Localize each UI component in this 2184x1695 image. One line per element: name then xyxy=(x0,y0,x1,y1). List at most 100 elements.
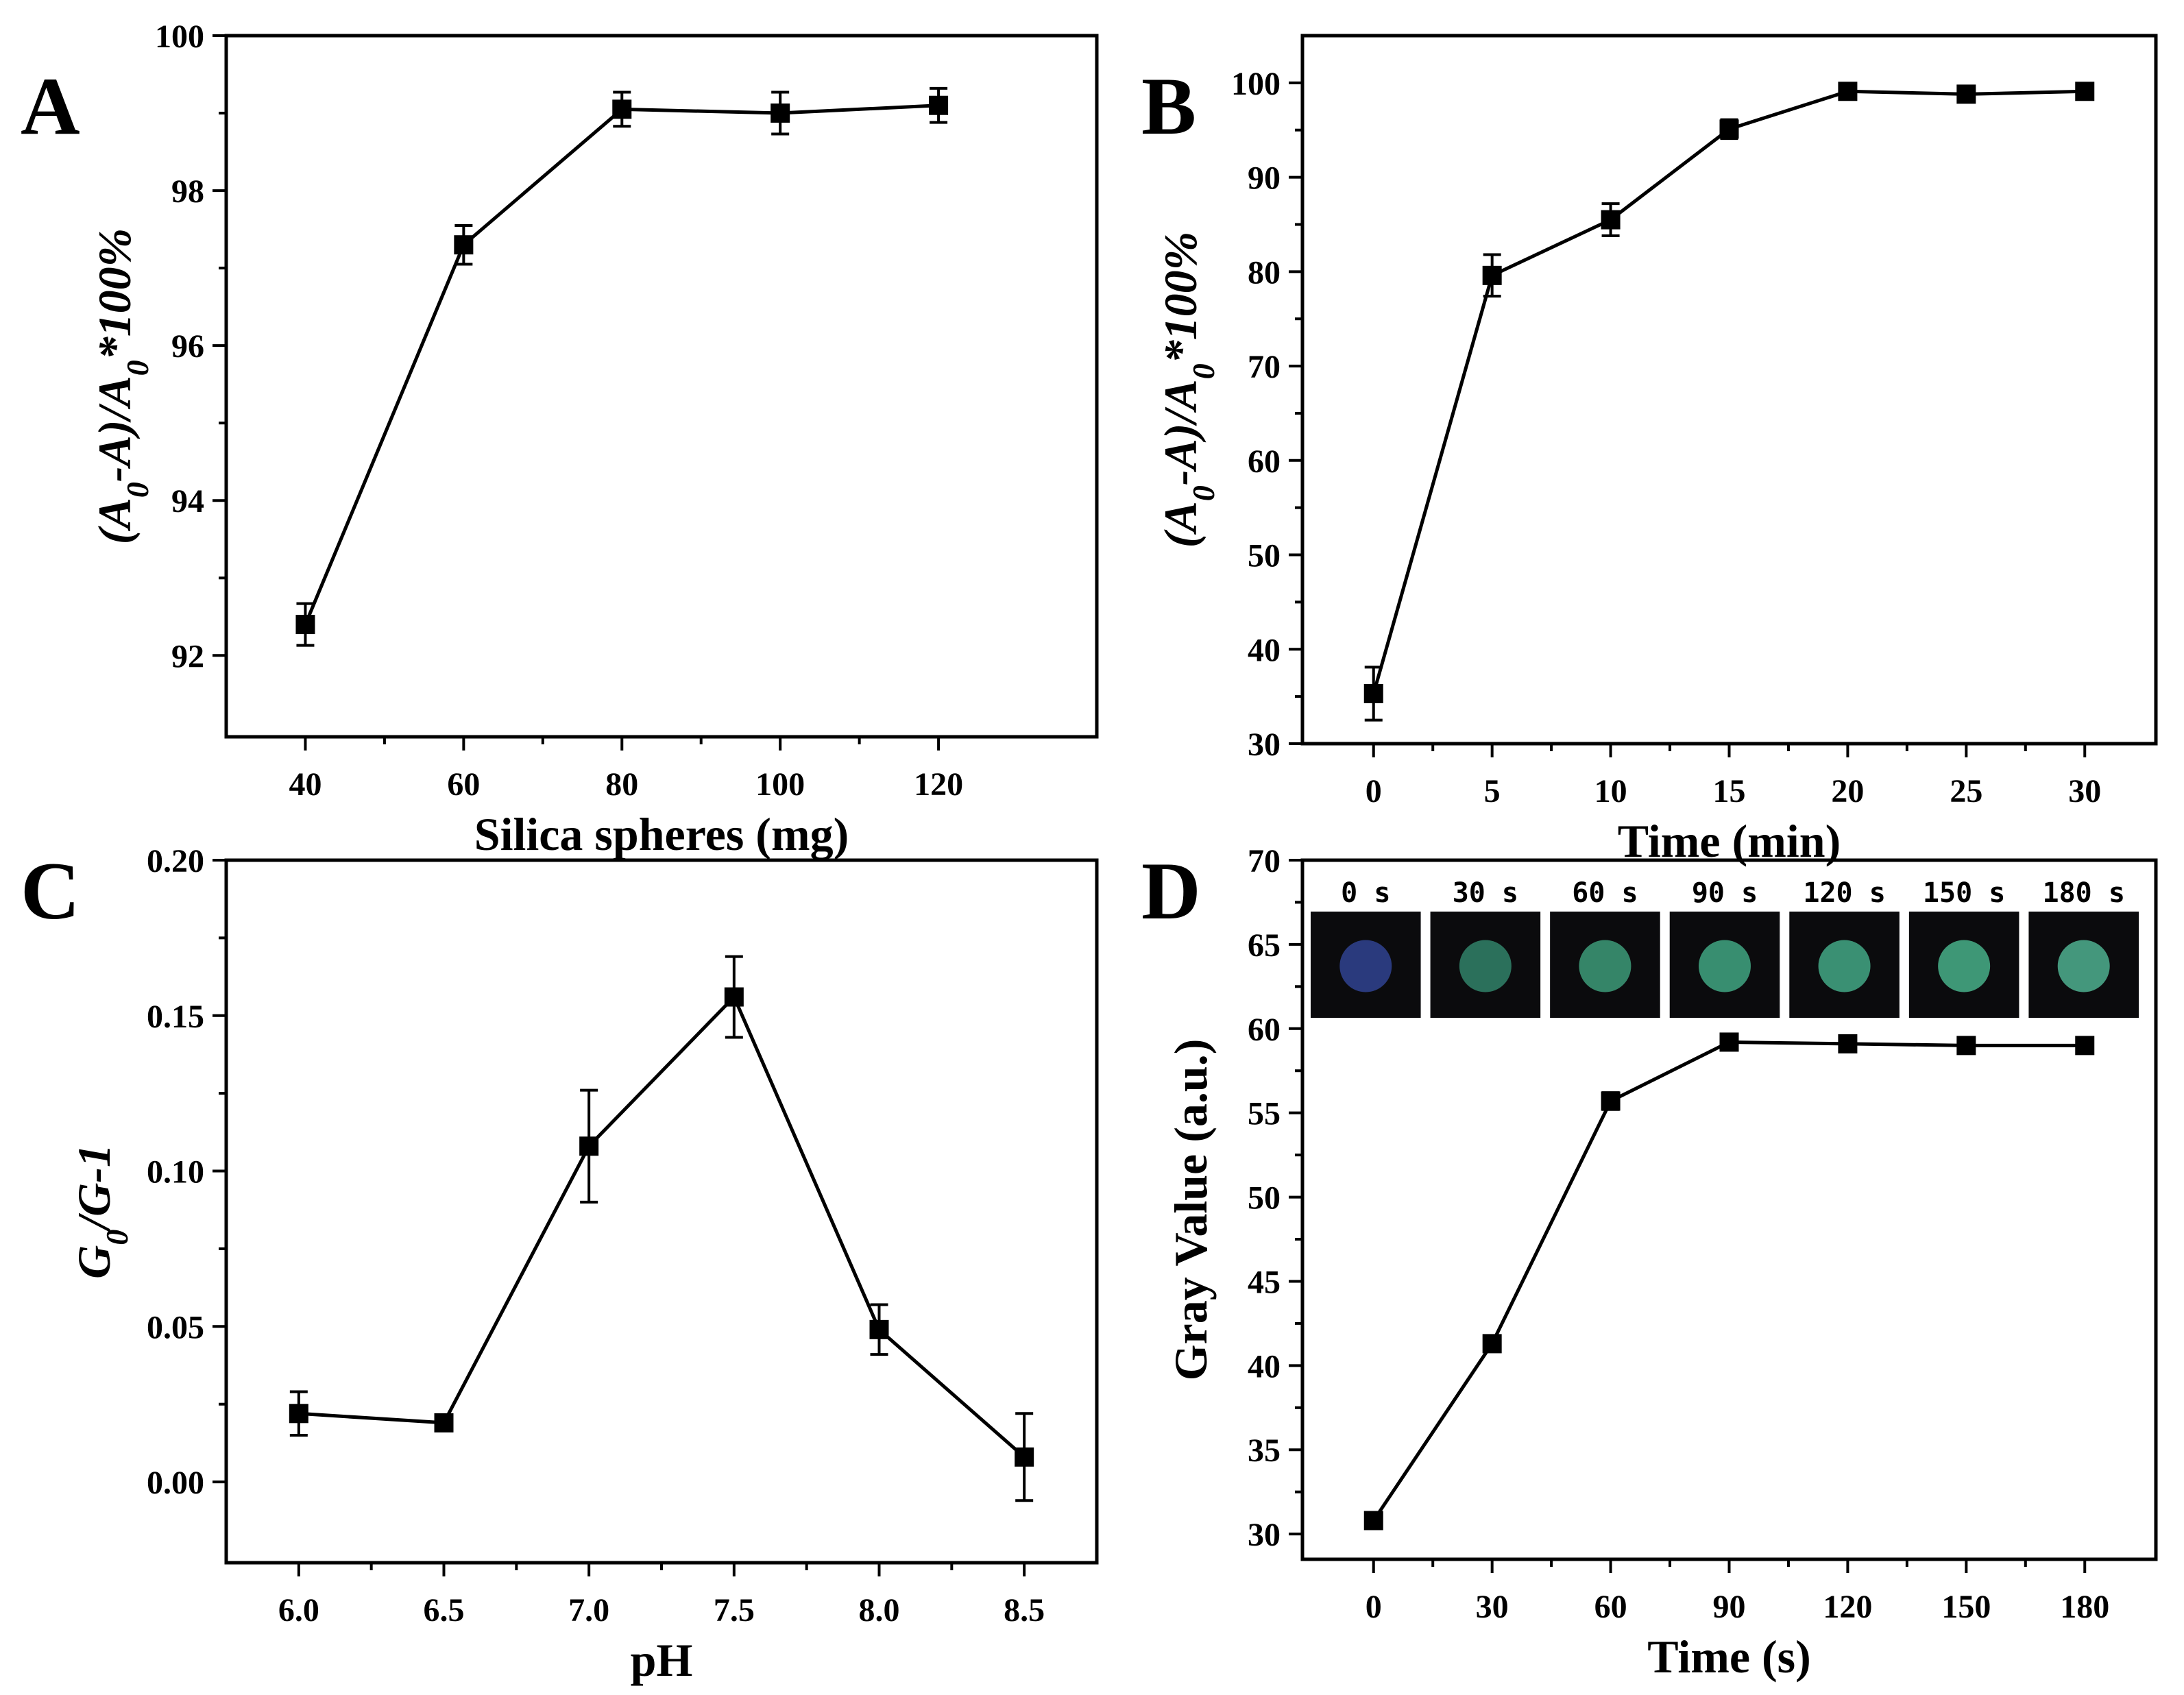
x-tick-label: 40 xyxy=(289,766,321,803)
data-point xyxy=(929,95,949,115)
y-tick-label: 60 xyxy=(1248,1012,1281,1048)
x-tick-label: 5 xyxy=(1484,773,1501,809)
x-tick-label: 0 xyxy=(1366,773,1382,809)
data-point xyxy=(1363,684,1383,704)
y-tick-label: 0.05 xyxy=(147,1309,204,1345)
inset-spot xyxy=(1459,940,1512,992)
series-line xyxy=(298,994,1026,1459)
y-tick-label: 0.20 xyxy=(147,843,204,879)
inset-label: 120 s xyxy=(1803,877,1885,909)
y-axis-title: Gray Value (a.u.) xyxy=(1165,1039,1217,1381)
y-tick-label: 45 xyxy=(1248,1264,1281,1300)
x-tick-label: 90 xyxy=(1713,1589,1746,1625)
data-point xyxy=(454,235,474,255)
y-tick-label: 90 xyxy=(1248,160,1281,197)
x-axis-title: Silica spheres (mg) xyxy=(474,808,849,860)
inset-image: 180 s xyxy=(2028,877,2139,1018)
panel-letter: D xyxy=(1141,845,1201,936)
y-axis-title: G0/G-1 xyxy=(68,1144,134,1279)
y-axis-title-part: -A)/A xyxy=(88,376,141,482)
x-tick-label: 20 xyxy=(1831,773,1864,809)
y-tick-label: 94 xyxy=(171,483,204,520)
x-tick-label: 6.0 xyxy=(278,1592,319,1629)
data-point xyxy=(434,1413,454,1432)
inset-label: 90 s xyxy=(1692,877,1758,909)
y-tick-label: 0.00 xyxy=(147,1465,204,1501)
panel-A: A 40 60 80 100 120 92 94 96 98 100 Silica spheres (… xyxy=(21,19,1099,860)
y-axis-title-part: -A)/A xyxy=(1154,379,1206,485)
x-tick-label: 25 xyxy=(1950,773,1982,809)
plot-frame xyxy=(1300,34,2158,746)
y-tick-label: 70 xyxy=(1248,843,1281,879)
x-tick-label: 0 xyxy=(1366,1589,1382,1625)
x-tick-label: 60 xyxy=(1594,1589,1627,1625)
y-axis-title-part: *100% xyxy=(1154,232,1206,364)
data-point xyxy=(869,1319,889,1339)
x-tick-label: 6.5 xyxy=(424,1592,465,1629)
x-tick-label: 15 xyxy=(1713,773,1746,809)
y-tick-label: 40 xyxy=(1248,632,1281,668)
inset-image: 90 s xyxy=(1669,877,1780,1018)
data-point xyxy=(1601,1091,1621,1111)
data-point xyxy=(1363,1511,1383,1531)
inset-label: 60 s xyxy=(1572,877,1638,909)
y-axis-title: (A0-A)/A0*100% xyxy=(1154,232,1221,548)
x-tick-label: 8.0 xyxy=(859,1592,900,1629)
y-tick-label: 65 xyxy=(1248,927,1281,964)
inset-label: 30 s xyxy=(1453,877,1518,909)
y-tick-label: 92 xyxy=(171,638,204,674)
y-axis-title-part: (A xyxy=(1154,501,1206,548)
y-tick-label: 60 xyxy=(1248,443,1281,480)
data-point xyxy=(1719,1032,1739,1052)
y-tick-label: 35 xyxy=(1248,1432,1281,1469)
x-tick-label: 30 xyxy=(2068,773,2101,809)
y-tick-label: 80 xyxy=(1248,254,1281,291)
data-point xyxy=(289,1404,308,1424)
y-tick-label: 55 xyxy=(1248,1096,1281,1132)
data-point xyxy=(2075,82,2095,101)
y-axis-title-subscript: 0 xyxy=(1186,485,1221,501)
y-tick-label: 40 xyxy=(1248,1348,1281,1385)
y-axis-title-part: *100% xyxy=(88,228,141,361)
y-tick-label: 0.10 xyxy=(147,1154,204,1191)
data-point xyxy=(1956,1036,1976,1056)
series-line xyxy=(304,103,939,626)
y-tick-label: 0.15 xyxy=(147,999,204,1035)
x-axis-title: Time (min) xyxy=(1618,815,1841,867)
x-axis-title: pH xyxy=(631,1634,693,1686)
data-point xyxy=(1838,1034,1858,1053)
panel-letter: A xyxy=(21,60,80,151)
y-tick-label: 96 xyxy=(171,328,204,365)
y-tick-label: 100 xyxy=(155,19,204,55)
data-point xyxy=(295,615,315,635)
inset-image: 60 s xyxy=(1550,877,1660,1018)
y-tick-label: 70 xyxy=(1248,349,1281,385)
y-axis-title-subscript: 0 xyxy=(99,1230,134,1245)
y-tick-label: 30 xyxy=(1248,727,1281,763)
series-line xyxy=(1372,1040,2085,1522)
series-line xyxy=(1372,89,2085,694)
y-axis-title: (A0-A)/A0*100% xyxy=(88,228,155,545)
plot-frame xyxy=(224,858,1099,1565)
panel-letter: C xyxy=(21,845,80,936)
y-tick-label: 98 xyxy=(171,173,204,210)
y-tick-label: 100 xyxy=(1231,66,1281,102)
x-tick-label: 150 xyxy=(1941,1589,1991,1625)
panel-D: D 0 30 60 90 120 150 180 30 35 40 45 50 55 60 65 70 Time … xyxy=(1141,843,2158,1683)
inset-spot xyxy=(1579,940,1631,992)
x-tick-label: 120 xyxy=(1823,1589,1872,1625)
data-point xyxy=(1719,119,1739,139)
inset-label: 150 s xyxy=(1923,877,2005,909)
data-point xyxy=(579,1136,599,1156)
panel-letter: B xyxy=(1141,60,1196,151)
y-axis-title-part: G xyxy=(68,1245,120,1279)
inset-spot xyxy=(2057,940,2110,992)
data-point xyxy=(612,99,632,119)
data-point xyxy=(2075,1036,2095,1056)
y-axis-title-subscript: 0 xyxy=(1186,363,1221,379)
y-axis-title-part: /G-1 xyxy=(68,1144,120,1233)
data-point xyxy=(1601,210,1621,230)
inset-image: 30 s xyxy=(1430,877,1541,1018)
x-tick-label: 7.5 xyxy=(714,1592,755,1629)
